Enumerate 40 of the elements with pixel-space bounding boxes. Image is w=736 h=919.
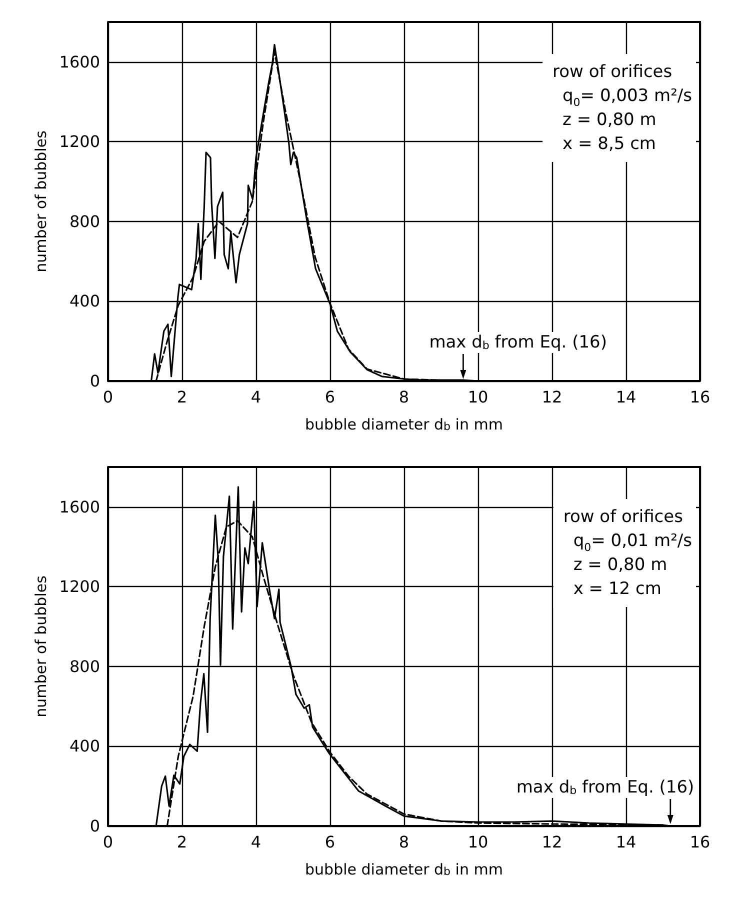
y-tick-label: 0 xyxy=(90,816,100,836)
x-tick-label: 0 xyxy=(102,388,114,406)
x-tick-label: 14 xyxy=(616,388,636,406)
x-tick-label: 16 xyxy=(690,388,710,406)
annotation: x = 12 cm xyxy=(573,579,662,599)
x-tick-label: 6 xyxy=(324,388,336,406)
annotation: max db from Eq. (16) xyxy=(429,332,608,352)
x-tick-label: 10 xyxy=(468,388,488,406)
x-tick-label: 10 xyxy=(468,832,488,852)
annotation: z = 0,80 m xyxy=(562,110,656,130)
annotation: z = 0,80 m xyxy=(573,555,668,575)
x-tick-label: 0 xyxy=(102,832,114,852)
x-tick-label: 8 xyxy=(398,388,410,406)
y-tick-label: 0 xyxy=(90,372,100,390)
annotation: max db from Eq. (16) xyxy=(516,778,694,798)
x-tick-label: 16 xyxy=(690,832,710,852)
annotation: row of orifices xyxy=(552,62,672,82)
y-tick-label: 1600 xyxy=(59,497,100,516)
y-axis-title: number of bubbles xyxy=(32,575,50,718)
y-tick-label: 800 xyxy=(69,212,100,231)
x-tick-label: 2 xyxy=(176,388,188,406)
annotation: row of orifices xyxy=(563,507,684,527)
x-tick-label: 2 xyxy=(176,832,188,852)
x-tick-label: 4 xyxy=(250,388,262,406)
x-tick-label: 14 xyxy=(616,832,636,852)
y-tick-label: 1600 xyxy=(59,52,100,72)
x-tick-label: 6 xyxy=(324,832,336,852)
x-tick-label: 4 xyxy=(250,832,262,852)
x-axis-title: bubble diameter db in mm xyxy=(305,416,503,434)
x-tick-label: 12 xyxy=(542,388,562,406)
y-tick-label: 400 xyxy=(69,736,100,756)
x-axis-title: bubble diameter db in mm xyxy=(305,860,503,878)
y-tick-label: 1200 xyxy=(59,132,100,152)
x-tick-label: 8 xyxy=(398,832,410,852)
y-tick-label: 400 xyxy=(69,292,100,311)
x-tick-label: 12 xyxy=(542,832,562,852)
y-axis-title: number of bubbles xyxy=(32,130,50,272)
y-tick-label: 1200 xyxy=(59,577,100,596)
y-tick-label: 800 xyxy=(69,656,100,676)
annotation: x = 8,5 cm xyxy=(562,134,656,154)
